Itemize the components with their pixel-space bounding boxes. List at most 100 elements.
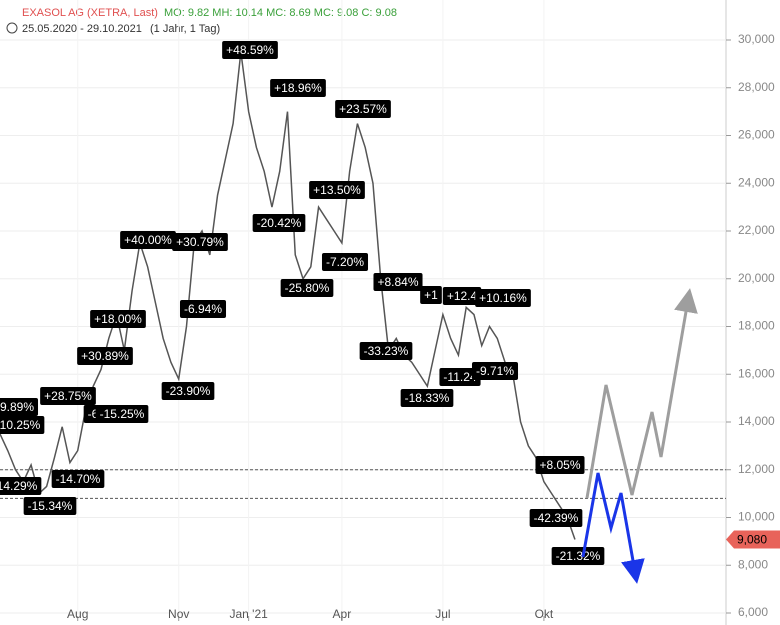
annotation-box xyxy=(442,287,482,305)
annotation-label: -21.32% xyxy=(556,549,601,563)
annotation: -42.39% xyxy=(529,509,583,527)
annotation-box xyxy=(359,342,413,360)
last-price-label: 9,080 xyxy=(737,533,767,547)
annotation: -6.94% xyxy=(179,300,227,318)
annotation: -18.33% xyxy=(400,389,454,407)
annotation-box xyxy=(475,289,531,307)
y-tick-label: 8,000 xyxy=(738,557,768,571)
annotation-box xyxy=(0,416,45,434)
annotation-box xyxy=(51,470,105,488)
annotation-label: -6 xyxy=(88,407,99,421)
x-tick-label: Okt xyxy=(535,607,554,621)
annotation-box xyxy=(309,181,365,199)
annotation-label: +12.4 xyxy=(447,289,478,303)
annotation-box xyxy=(280,279,334,297)
annotation-box xyxy=(95,405,149,423)
annotation-label: 10.25% xyxy=(0,418,41,432)
x-tick-label: Apr xyxy=(333,607,352,621)
annotation: +18.00% xyxy=(90,310,146,328)
annotation-label: -6.94% xyxy=(184,302,222,316)
annotation: +18.96% xyxy=(270,79,326,97)
annotation-label: +48.59% xyxy=(226,43,274,57)
y-tick-label: 18,000 xyxy=(738,319,775,333)
projection-gray xyxy=(585,288,698,499)
annotation-label: -9.71% xyxy=(476,364,514,378)
annotation: -21.32% xyxy=(551,547,605,565)
annotation: -9.71% xyxy=(471,362,519,380)
y-tick-label: 10,000 xyxy=(738,510,775,524)
annotation-label: -15.25% xyxy=(100,407,145,421)
annotation-label: +30.89% xyxy=(81,349,129,363)
annotation-label: 14.29% xyxy=(0,479,38,493)
annotation-box xyxy=(40,387,96,405)
y-tick-label: 30,000 xyxy=(738,32,775,46)
annotation-label: -11.24 xyxy=(443,370,476,384)
annotation: -7.20% xyxy=(321,253,369,271)
annotation-label: -15.34% xyxy=(28,499,73,513)
annotation-label: +8.84% xyxy=(377,275,418,289)
annotation-label: -20.42% xyxy=(257,216,302,230)
annotation: 9.89% xyxy=(0,398,39,416)
annotation-box xyxy=(0,477,42,495)
annotation-label: +28.75% xyxy=(44,389,92,403)
annotation-box xyxy=(90,310,146,328)
annotation-label: -25.80% xyxy=(285,281,330,295)
annotation-label: -42.39% xyxy=(534,511,579,525)
last-price-tag xyxy=(726,530,780,549)
annotation-label: -33.23% xyxy=(364,344,409,358)
annotation: +23.57% xyxy=(335,100,391,118)
y-tick-label: 16,000 xyxy=(738,366,775,380)
annotation: -20.42% xyxy=(252,214,306,232)
annotation-box xyxy=(551,547,605,565)
title: EXASOL AG (XETRA, Last) xyxy=(22,7,158,19)
clock-icon xyxy=(6,22,18,34)
annotation: +40.00% xyxy=(120,231,176,249)
annotation-box xyxy=(373,273,423,291)
annotation-box xyxy=(172,233,228,251)
annotation-box xyxy=(23,497,77,515)
annotation-box xyxy=(77,347,133,365)
annotation-box xyxy=(529,509,583,527)
annotation: +13.50% xyxy=(309,181,365,199)
annotation: -11.24 xyxy=(439,368,481,386)
price-line xyxy=(0,51,576,540)
annotation-box xyxy=(400,389,454,407)
annotation: 10.25% xyxy=(0,416,45,434)
annotation-box xyxy=(252,214,306,232)
annotation-box xyxy=(270,79,326,97)
x-tick-label: Nov xyxy=(168,607,189,621)
annotation-label: 9.89% xyxy=(0,400,34,414)
annotation-label: +10.16% xyxy=(479,291,527,305)
annotation: -25.80% xyxy=(280,279,334,297)
annotation: -15.34% xyxy=(23,497,77,515)
projection-blue xyxy=(581,472,645,584)
y-tick-label: 14,000 xyxy=(738,414,775,428)
annotation: -14.70% xyxy=(51,470,105,488)
annotation: 14.29% xyxy=(0,477,42,495)
annotation-box xyxy=(179,300,227,318)
annotation-box xyxy=(420,286,442,304)
annotation-label: +23.57% xyxy=(339,102,387,116)
annotation-box xyxy=(161,382,215,400)
annotation-label: -18.33% xyxy=(405,391,450,405)
annotation: +12.4 xyxy=(442,287,482,305)
annotation: +10.16% xyxy=(475,289,531,307)
annotation-label: +18.96% xyxy=(274,81,322,95)
annotation-label: +13.50% xyxy=(313,183,361,197)
annotation: +30.79% xyxy=(172,233,228,251)
y-tick-label: 12,000 xyxy=(738,462,775,476)
period-note: (1 Jahr, 1 Tag) xyxy=(150,23,220,35)
y-tick-label: 22,000 xyxy=(738,223,775,237)
annotation: +1 xyxy=(420,286,442,304)
annotation-label: +18.00% xyxy=(94,312,142,326)
annotation-label: -14.70% xyxy=(56,472,101,486)
annotation-box xyxy=(439,368,481,386)
annotation-box xyxy=(120,231,176,249)
x-tick-label: Aug xyxy=(67,607,88,621)
annotation: -15.25% xyxy=(95,405,149,423)
annotation: -23.90% xyxy=(161,382,215,400)
y-tick-label: 6,000 xyxy=(738,605,768,619)
annotation-box xyxy=(471,362,519,380)
annotation-label: -23.90% xyxy=(166,384,211,398)
